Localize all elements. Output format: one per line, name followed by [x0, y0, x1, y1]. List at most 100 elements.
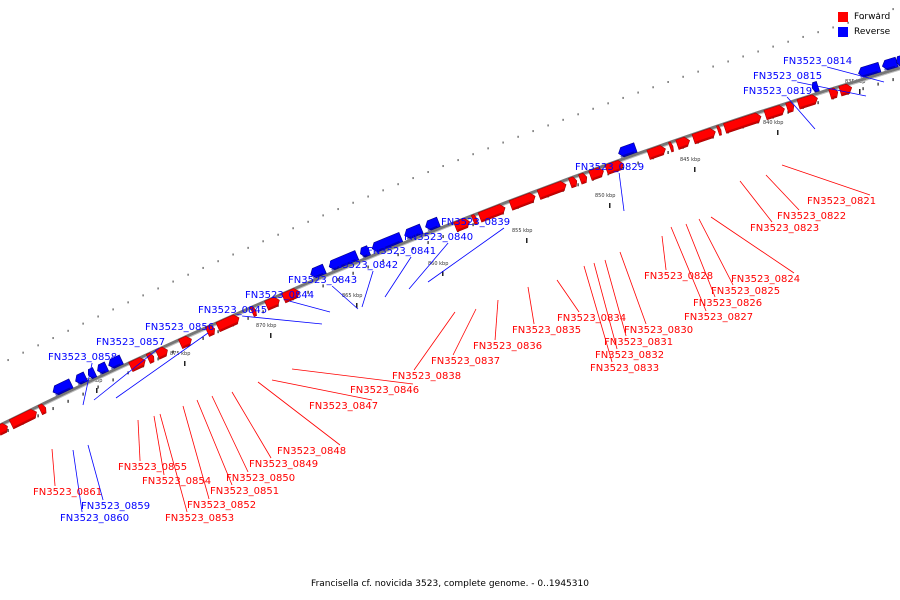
gene-body[interactable] — [604, 159, 625, 175]
gene-label[interactable]: FN3523_0835 — [512, 325, 581, 336]
gene-label[interactable]: FN3523_0832 — [595, 350, 664, 361]
forward-gene-block[interactable] — [145, 352, 156, 364]
gene-body[interactable] — [51, 378, 74, 397]
gene-label[interactable]: FN3523_0822 — [777, 211, 846, 222]
gene-label[interactable]: FN3523_0849 — [249, 459, 318, 470]
reverse-gene-block[interactable] — [370, 231, 404, 254]
gene-body[interactable] — [691, 127, 717, 145]
forward-gene-block[interactable] — [281, 287, 302, 304]
forward-gene-block[interactable] — [453, 217, 472, 233]
forward-gene-block[interactable] — [264, 296, 282, 311]
gene-label[interactable]: FN3523_0843 — [288, 275, 357, 286]
gene-label[interactable]: FN3523_0821 — [807, 196, 876, 207]
gene-body[interactable] — [470, 214, 478, 226]
forward-gene-block[interactable] — [178, 335, 193, 350]
forward-gene-block[interactable] — [8, 408, 39, 430]
gene-body[interactable] — [95, 361, 110, 375]
forward-gene-block[interactable] — [668, 141, 674, 153]
forward-gene-block[interactable] — [691, 127, 717, 145]
gene-label[interactable]: FN3523_0836 — [473, 341, 542, 352]
gene-label[interactable]: FN3523_0826 — [693, 298, 762, 309]
gene-label[interactable]: FN3523_0841 — [367, 246, 436, 257]
gene-label[interactable]: FN3523_0842 — [329, 260, 398, 271]
forward-gene-block[interactable] — [578, 172, 588, 185]
gene-label[interactable]: FN3523_0844 — [245, 290, 314, 301]
gene-body[interactable] — [73, 371, 89, 386]
forward-gene-block[interactable] — [604, 159, 625, 175]
gene-body[interactable] — [716, 125, 722, 136]
gene-body[interactable] — [508, 192, 537, 211]
gene-body[interactable] — [646, 144, 667, 160]
gene-label[interactable]: FN3523_0831 — [604, 337, 673, 348]
forward-gene-block[interactable] — [716, 125, 722, 136]
forward-gene-block[interactable] — [796, 94, 819, 110]
gene-label[interactable]: FN3523_0814 — [783, 56, 852, 67]
forward-gene-block[interactable] — [828, 87, 840, 100]
forward-gene-block[interactable] — [0, 422, 10, 436]
gene-body[interactable] — [249, 306, 258, 317]
reverse-gene-block[interactable] — [895, 54, 900, 67]
forward-gene-block[interactable] — [723, 112, 762, 134]
forward-gene-block[interactable] — [646, 144, 667, 160]
gene-label[interactable]: FN3523_0846 — [350, 385, 419, 396]
reverse-gene-block[interactable] — [617, 142, 638, 158]
gene-body[interactable] — [358, 245, 371, 259]
gene-body[interactable] — [215, 313, 241, 333]
forward-gene-block[interactable] — [204, 324, 216, 337]
gene-label[interactable]: FN3523_0853 — [165, 513, 234, 524]
gene-body[interactable] — [811, 81, 820, 93]
forward-gene-block[interactable] — [37, 403, 48, 416]
gene-label[interactable]: FN3523_0858 — [48, 352, 117, 363]
forward-gene-block[interactable] — [536, 180, 568, 200]
gene-label[interactable]: FN3523_0848 — [277, 446, 346, 457]
gene-label[interactable]: FN3523_0829 — [575, 162, 644, 173]
gene-body[interactable] — [895, 54, 900, 67]
gene-label[interactable]: FN3523_0828 — [644, 271, 713, 282]
reverse-gene-block[interactable] — [107, 354, 124, 370]
reverse-gene-block[interactable] — [857, 61, 882, 79]
gene-label[interactable]: FN3523_0854 — [142, 476, 211, 487]
gene-label[interactable]: FN3523_0839 — [441, 217, 510, 228]
forward-gene-block[interactable] — [785, 101, 796, 114]
gene-label[interactable]: FN3523_0852 — [187, 500, 256, 511]
gene-body[interactable] — [723, 112, 762, 134]
gene-label[interactable]: FN3523_0861 — [33, 487, 102, 498]
forward-gene-block[interactable] — [568, 176, 578, 189]
reverse-gene-block[interactable] — [881, 56, 899, 71]
forward-gene-block[interactable] — [155, 346, 169, 360]
reverse-gene-block[interactable] — [424, 216, 441, 232]
gene-label[interactable]: FN3523_0845 — [198, 305, 267, 316]
gene-label[interactable]: FN3523_0856 — [145, 322, 214, 333]
reverse-gene-block[interactable] — [358, 245, 371, 259]
forward-gene-block[interactable] — [508, 192, 537, 211]
gene-body[interactable] — [763, 104, 786, 121]
forward-gene-block[interactable] — [215, 313, 241, 333]
gene-body[interactable] — [281, 287, 302, 304]
gene-label[interactable]: FN3523_0824 — [731, 274, 800, 285]
reverse-gene-block[interactable] — [309, 263, 327, 279]
gene-body[interactable] — [370, 231, 404, 253]
gene-body[interactable] — [536, 180, 568, 200]
forward-gene-block[interactable] — [477, 203, 507, 223]
gene-label[interactable]: FN3523_0850 — [226, 473, 295, 484]
forward-gene-block[interactable] — [249, 306, 258, 317]
gene-label[interactable]: FN3523_0860 — [60, 513, 129, 524]
gene-body[interactable] — [477, 203, 507, 223]
gene-label[interactable]: FN3523_0830 — [624, 325, 693, 336]
reverse-gene-block[interactable] — [51, 378, 74, 397]
gene-label[interactable]: FN3523_0833 — [590, 363, 659, 374]
gene-body[interactable] — [327, 250, 360, 272]
forward-gene-block[interactable] — [763, 104, 786, 121]
reverse-gene-block[interactable] — [327, 250, 360, 272]
reverse-gene-block[interactable] — [811, 81, 820, 93]
reverse-gene-block[interactable] — [95, 361, 110, 375]
forward-gene-block[interactable] — [470, 214, 478, 226]
reverse-gene-block[interactable] — [73, 371, 89, 386]
gene-label[interactable]: FN3523_0825 — [711, 286, 780, 297]
gene-label[interactable]: FN3523_0827 — [684, 312, 753, 323]
gene-label[interactable]: FN3523_0834 — [557, 313, 626, 324]
gene-body[interactable] — [128, 356, 148, 373]
forward-gene-block[interactable] — [128, 356, 148, 373]
forward-gene-block[interactable] — [588, 166, 606, 181]
gene-body[interactable] — [796, 94, 819, 110]
